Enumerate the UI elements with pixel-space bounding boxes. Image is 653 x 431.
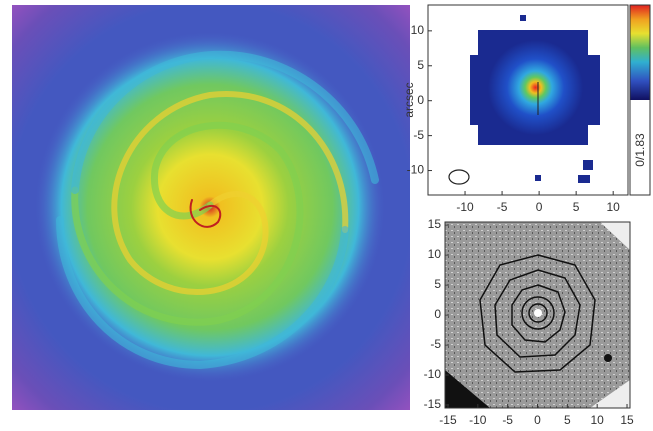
y-tick-label: 0 bbox=[434, 307, 441, 321]
y-tick-label: -15 bbox=[424, 397, 442, 411]
simulation-image bbox=[12, 5, 410, 410]
y-tick-label: 10 bbox=[411, 23, 425, 37]
x-tick-label: 10 bbox=[607, 200, 621, 214]
y-tick-label: -10 bbox=[424, 367, 442, 381]
x-tick-label: -5 bbox=[502, 413, 513, 427]
x-tick-label: 0 bbox=[534, 413, 541, 427]
y-tick-label: 10 bbox=[428, 247, 442, 261]
y-axis-label: arcsec bbox=[402, 82, 416, 117]
x-tick-label: 10 bbox=[590, 413, 604, 427]
x-tick-label: -5 bbox=[497, 200, 508, 214]
x-tick-label: -10 bbox=[469, 413, 487, 427]
x-tick-label: 5 bbox=[573, 200, 580, 214]
x-tick-label: 0 bbox=[536, 200, 543, 214]
y-tick-label: -5 bbox=[430, 337, 441, 351]
y-tick-label: 0 bbox=[417, 93, 424, 107]
y-tick-label: -5 bbox=[413, 128, 424, 142]
y-tick-label: 5 bbox=[417, 58, 424, 72]
y-tick-label: 5 bbox=[434, 277, 441, 291]
x-tick-label: -10 bbox=[456, 200, 474, 214]
x-tick-label: 15 bbox=[620, 413, 634, 427]
x-tick-label: -15 bbox=[439, 413, 457, 427]
y-tick-label: -10 bbox=[407, 163, 425, 177]
x-tick-label: 5 bbox=[564, 413, 571, 427]
colorbar-label: 0/1.83 bbox=[633, 133, 647, 167]
processed-image bbox=[444, 221, 631, 409]
observed-map bbox=[427, 4, 651, 196]
y-tick-label: 15 bbox=[428, 217, 442, 231]
